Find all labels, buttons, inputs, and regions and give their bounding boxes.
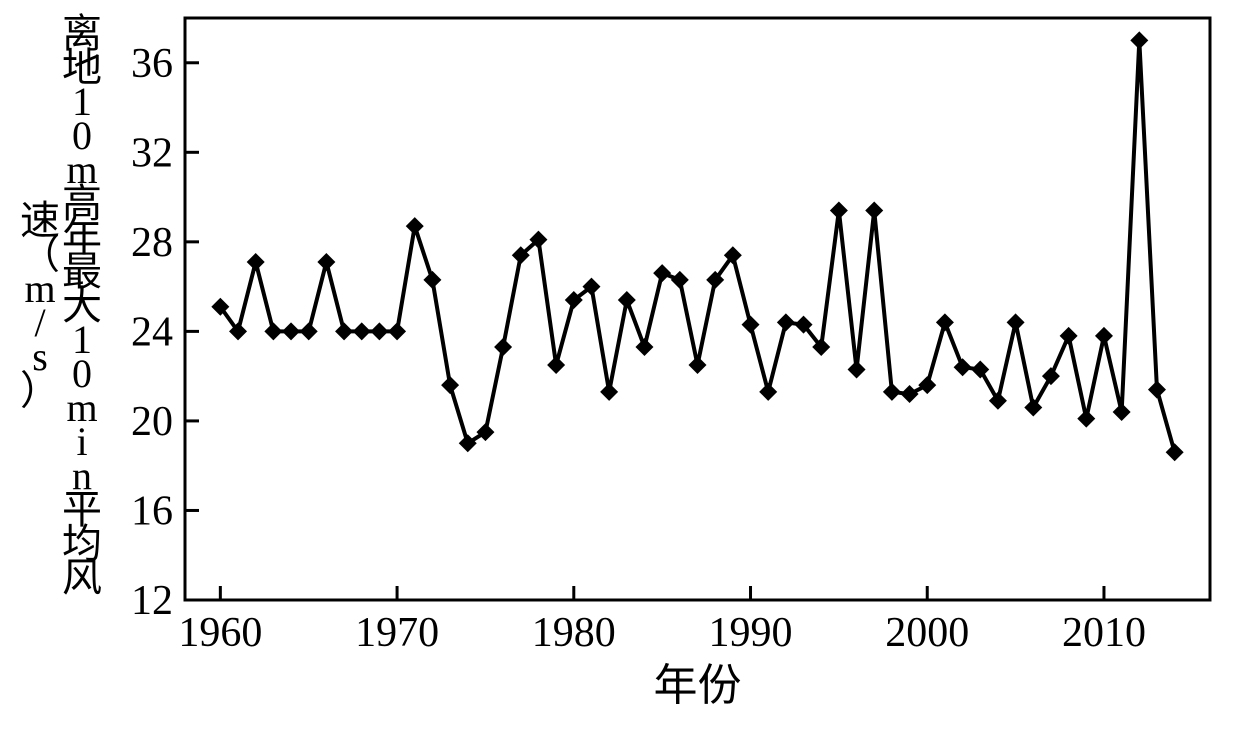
data-line: [220, 40, 1174, 452]
y-tick-label: 32: [131, 130, 173, 176]
data-marker: [317, 253, 335, 271]
data-marker: [370, 322, 388, 340]
data-marker: [388, 322, 406, 340]
data-marker: [1113, 403, 1131, 421]
x-tick-label: 2000: [885, 610, 969, 656]
data-marker: [1166, 443, 1184, 461]
y-tick-label: 20: [131, 399, 173, 445]
data-marker: [653, 264, 671, 282]
data-marker: [1148, 381, 1166, 399]
data-marker: [618, 291, 636, 309]
data-marker: [441, 376, 459, 394]
data-marker: [742, 316, 760, 334]
x-tick-label: 1980: [532, 610, 616, 656]
x-axis-label: 年份: [654, 661, 742, 710]
data-marker: [883, 383, 901, 401]
data-marker: [635, 338, 653, 356]
y-tick-label: 16: [131, 488, 173, 534]
data-marker: [1095, 327, 1113, 345]
data-marker: [300, 322, 318, 340]
y-tick-label: 12: [131, 578, 173, 624]
data-marker: [830, 202, 848, 220]
data-marker: [600, 383, 618, 401]
data-marker: [406, 217, 424, 235]
y-tick-label: 36: [131, 41, 173, 87]
data-marker: [1042, 367, 1060, 385]
data-marker: [353, 322, 371, 340]
x-tick-label: 1960: [178, 610, 262, 656]
data-marker: [335, 322, 353, 340]
data-marker: [671, 271, 689, 289]
data-marker: [1024, 398, 1042, 416]
y-tick-label: 28: [131, 220, 173, 266]
data-marker: [918, 376, 936, 394]
x-tick-label: 1970: [355, 610, 439, 656]
data-marker: [989, 392, 1007, 410]
data-marker: [759, 383, 777, 401]
data-marker: [547, 356, 565, 374]
data-marker: [848, 360, 866, 378]
data-marker: [1130, 31, 1148, 49]
data-marker: [1060, 327, 1078, 345]
data-marker: [954, 358, 972, 376]
x-tick-label: 1990: [709, 610, 793, 656]
data-marker: [282, 322, 300, 340]
data-marker: [494, 338, 512, 356]
data-marker: [936, 313, 954, 331]
data-marker: [901, 385, 919, 403]
data-marker: [423, 271, 441, 289]
data-marker: [865, 202, 883, 220]
data-marker: [689, 356, 707, 374]
y-axis-label-char: 风: [62, 555, 102, 600]
data-marker: [777, 313, 795, 331]
data-marker: [1077, 410, 1095, 428]
wind-speed-chart: 1960 1970 1980 1990 2000 2010 12 16 20 24 28 32 36 年份…: [0, 0, 1240, 741]
y-axis-label-char: ）: [20, 368, 60, 413]
chart-container: 1960 1970 1980 1990 2000 2010 12 16 20 24 28 32 36 年份…: [0, 0, 1240, 741]
data-marker: [1007, 313, 1025, 331]
data-marker: [264, 322, 282, 340]
y-tick-label: 24: [131, 309, 173, 355]
x-tick-label: 2010: [1062, 610, 1146, 656]
data-marker: [971, 360, 989, 378]
data-marker: [247, 253, 265, 271]
